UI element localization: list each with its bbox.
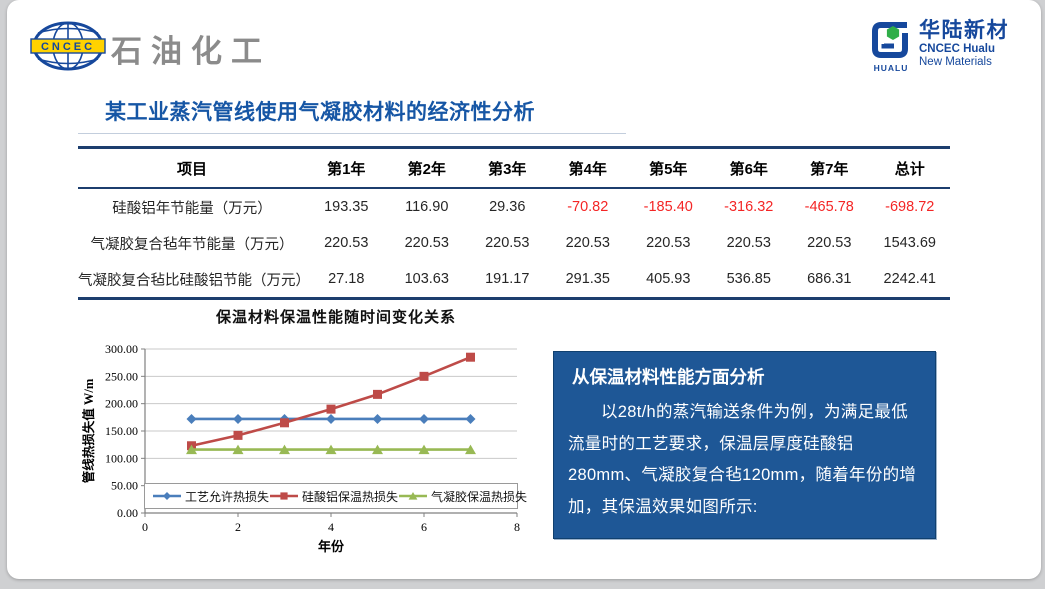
table-body: 硅酸铝年节能量（万元） 193.35 116.90 29.36 -70.82 -185.4…: [78, 188, 950, 299]
hualu-mark-icon: [872, 22, 908, 58]
analysis-box: 从保温材料性能方面分析 以28t/h的蒸汽输送条件为例，为满足最低流量时的工艺要…: [553, 351, 936, 539]
table-cell: -698.72: [885, 199, 935, 215]
table-cell: -70.82: [567, 199, 609, 215]
table-cell: 220.53: [485, 235, 530, 251]
table-cell: -316.32: [724, 199, 774, 215]
hualu-name-en1: CNCEC Hualu: [919, 43, 996, 56]
title-divider: [78, 133, 626, 134]
svg-text:250.00: 250.00: [105, 369, 138, 383]
table-cell: 27.18: [328, 271, 365, 287]
svg-text:年份: 年份: [318, 539, 345, 554]
svg-text:50.00: 50.00: [111, 479, 138, 493]
table-cell: 220.53: [726, 235, 771, 251]
column-header: 第5年: [649, 160, 688, 178]
svg-text:6: 6: [421, 520, 427, 534]
legend-item: 硅酸铝保温热损失: [269, 488, 398, 505]
column-header: 第2年: [407, 160, 446, 178]
table-cell: 191.17: [485, 271, 530, 287]
table-cell: 536.85: [726, 271, 771, 287]
table-cell: 220.53: [404, 235, 449, 251]
column-header: 第1年: [327, 160, 366, 178]
page-title: 某工业蒸汽管线使用气凝胶材料的经济性分析: [105, 101, 535, 124]
table-cell: 686.31: [807, 271, 852, 287]
table-cell: 103.63: [404, 271, 449, 287]
column-header: 第6年: [729, 160, 768, 178]
table-cell: 29.36: [489, 199, 526, 215]
hualu-text: 华陆新材 CNCEC Hualu New Materials: [919, 19, 1009, 69]
cncec-globe-icon: CNCEC: [30, 21, 106, 71]
hualu-name-en2: New Materials: [919, 56, 992, 69]
column-header: 第4年: [568, 160, 607, 178]
table-cell: 291.35: [565, 271, 610, 287]
table-cell: 193.35: [324, 199, 369, 215]
column-header: 总计: [894, 160, 925, 178]
legend-marker-icon: [153, 492, 181, 500]
hualu-logo: HUALU 华陆新材 CNCEC Hualu New Materials: [870, 19, 1009, 73]
legend-item: 气凝胶保温热损失: [398, 488, 527, 505]
economics-table: 项目 第1年 第2年 第3年 第4年 第5年 第6年 第7年 总计 硅酸铝年节能量（万元） 193…: [78, 146, 950, 300]
table-cell: 116.90: [405, 199, 449, 215]
svg-text:2: 2: [235, 520, 241, 534]
analysis-box-title: 从保温材料性能方面分析: [572, 367, 765, 387]
analysis-box-body: 以28t/h的蒸汽输送条件为例，为满足最低流量时的工艺要求，保温层厚度硅酸铝28…: [568, 403, 917, 517]
table-cell: 220.53: [565, 235, 610, 251]
row-label: 硅酸铝年节能量（万元）: [112, 200, 272, 217]
table-cell: 1543.69: [883, 235, 936, 251]
svg-text:150.00: 150.00: [105, 424, 138, 438]
row-label: 气凝胶复合毡比硅酸铝节能（万元）: [78, 272, 310, 289]
cncec-brand-text: 石油化工: [111, 34, 271, 69]
svg-text:0.00: 0.00: [117, 506, 138, 520]
svg-text:200.00: 200.00: [105, 397, 138, 411]
hualu-mark: HUALU: [870, 20, 912, 73]
table-cell: -185.40: [643, 199, 693, 215]
table-cell: 220.53: [807, 235, 852, 251]
table-row: 硅酸铝年节能量（万元） 193.35 116.90 29.36 -70.82 -185.4…: [78, 188, 950, 225]
table-row: 气凝胶复合毡比硅酸铝节能（万元） 27.18 103.63 191.17 291.35 4…: [78, 261, 950, 299]
row-label: 气凝胶复合毡年节能量（万元）: [90, 236, 294, 253]
chart-title: 保温材料保温性能随时间变化关系: [215, 310, 456, 326]
svg-text:0: 0: [142, 520, 148, 534]
table-cell: 2242.41: [883, 271, 936, 287]
insulation-chart: 保温材料保温性能随时间变化关系 0.00 50.00 100.00 150.00 200…: [80, 306, 542, 564]
svg-text:8: 8: [514, 520, 520, 534]
column-header: 第7年: [810, 160, 849, 178]
legend-marker-icon: [270, 492, 299, 500]
cncec-badge-text: CNCEC: [41, 41, 95, 53]
column-header: 第3年: [488, 160, 527, 178]
svg-text:管线热损失值 W/m: 管线热损失值 W/m: [81, 378, 96, 483]
slide: CNCEC 石油化工 HUALU 华陆新材 CNCEC Hualu New Ma…: [7, 0, 1041, 579]
legend-item: 工艺允许热损失: [152, 488, 269, 505]
table-cell: 405.93: [646, 271, 691, 287]
hualu-mark-label: HUALU: [873, 63, 909, 73]
svg-text:100.00: 100.00: [105, 451, 138, 465]
legend-label: 硅酸铝保温热损失: [302, 489, 399, 504]
legend-label: 气凝胶保温热损失: [431, 489, 528, 504]
hualu-name-cn: 华陆新材: [919, 19, 1009, 42]
chart-legend: 工艺允许热损失 硅酸铝保温热损失 气凝胶保温热损失: [144, 483, 527, 509]
line-chart-svg: 0.00 50.00 100.00 150.00 200.00 250.00 300.00 0…: [81, 342, 520, 554]
legend-label: 工艺允许热损失: [185, 489, 270, 504]
svg-text:300.00: 300.00: [105, 342, 138, 356]
legend-marker-icon: [399, 492, 428, 500]
table-cell: 220.53: [324, 235, 369, 251]
svg-text:4: 4: [328, 520, 334, 534]
table-cell: 220.53: [646, 235, 691, 251]
table-header-row: 项目 第1年 第2年 第3年 第4年 第5年 第6年 第7年 总计: [78, 148, 950, 188]
table-row: 气凝胶复合毡年节能量（万元） 220.53 220.53 220.53 220.53 22…: [78, 225, 950, 261]
cncec-logo: CNCEC: [30, 20, 106, 77]
column-header: 项目: [176, 160, 207, 178]
table-cell: -465.78: [804, 199, 854, 215]
